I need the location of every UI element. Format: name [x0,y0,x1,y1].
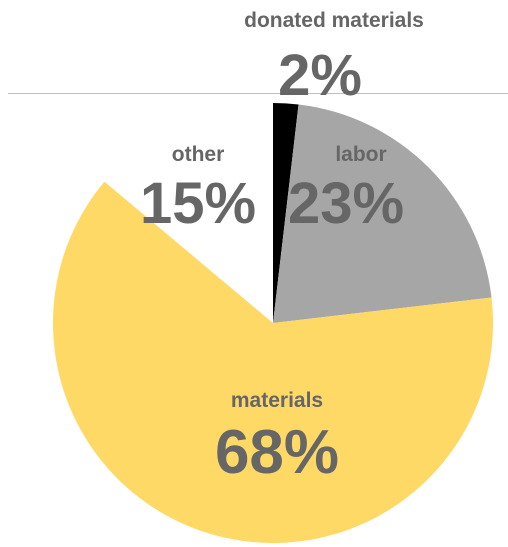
pie-slice-other [104,103,274,323]
slice-value-label-other: 15% [140,171,256,236]
slice-value-label-materials: 68% [215,418,339,487]
slice-name-label-other: other [172,143,225,166]
top-divider-line [8,93,508,94]
slice-value-label-labor: 23% [288,171,404,236]
pie-labels: donated materials 2% labor 23% materials 68% o… [140,9,424,487]
pie-slice-materials [53,181,494,543]
pie-slices [53,103,494,543]
slice-name-label-labor: labor [335,143,386,166]
slice-name-label-materials: materials [231,389,323,412]
pie-slice-donated-materials [273,103,299,323]
slice-value-label-donated-materials: 2% [278,43,362,108]
pie-slice-labor [273,104,492,323]
slice-name-label-donated-materials: donated materials [244,9,424,32]
